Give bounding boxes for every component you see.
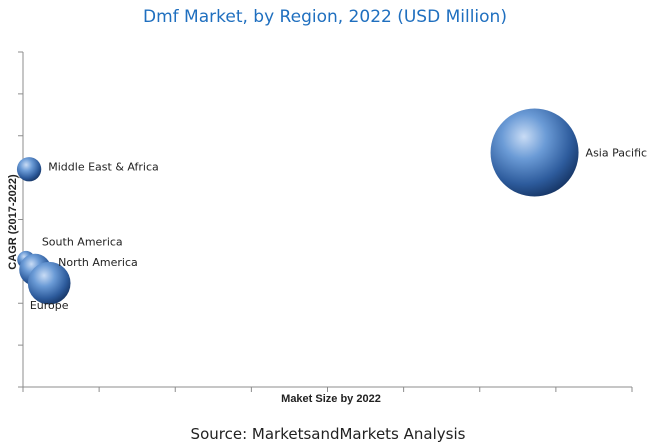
bubble-label-europe: Europe: [30, 299, 69, 312]
bubble-middle-east-africa: [16, 157, 42, 182]
bubble-label-north-america: North America: [58, 256, 138, 269]
y-axis-label: CAGR (2017-2022): [7, 174, 19, 270]
bubble-label-asia-pacific: Asia Pacific: [586, 147, 648, 160]
x-axis-label: Maket Size by 2022: [281, 393, 381, 405]
bubble-label-middle-east-africa: Middle East & Africa: [48, 160, 159, 173]
axes: [18, 51, 633, 392]
source-note: Source: MarketsandMarkets Analysis: [191, 425, 466, 443]
bubble-asia-pacific: [490, 108, 579, 197]
bubbles: [16, 108, 579, 305]
bubble-label-south-america: South America: [42, 236, 123, 249]
chart-title: Dmf Market, by Region, 2022 (USD Million…: [143, 7, 507, 27]
bubble-europe: [27, 261, 71, 305]
bubble-labels: Asia Pacific Middle East & Africa South Am…: [30, 147, 647, 313]
